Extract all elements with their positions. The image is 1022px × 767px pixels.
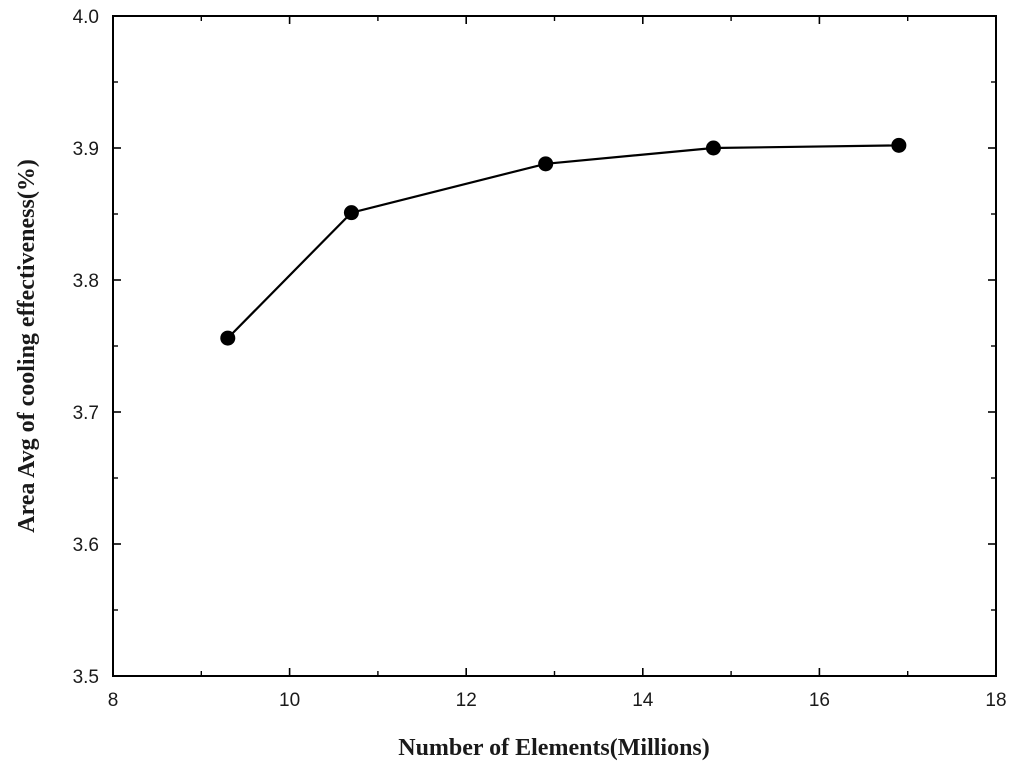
data-point	[343, 205, 359, 221]
y-tick-label: 3.6	[73, 535, 99, 556]
x-tick-label: 12	[456, 690, 477, 711]
y-axis-ticks: 3.5 3.6 3.7 3.8 3.9 4.0	[73, 7, 996, 688]
y-tick-label: 3.7	[73, 403, 99, 424]
plot-frame	[112, 15, 997, 677]
x-axis-ticks: 8 10 12 14 16 18	[108, 16, 1007, 711]
y-tick-label: 3.5	[73, 667, 99, 688]
y-tick-label: 4.0	[73, 7, 99, 28]
x-tick-label: 14	[632, 690, 654, 711]
y-tick-label: 3.8	[73, 271, 99, 292]
x-tick-label: 16	[809, 690, 830, 711]
series-layer	[220, 137, 907, 346]
x-tick-label: 10	[279, 690, 300, 711]
x-tick-label: 8	[108, 690, 119, 711]
y-tick-label: 3.9	[73, 139, 99, 160]
x-axis-title: Number of Elements(Millions)	[398, 735, 710, 761]
data-point	[705, 140, 721, 156]
series-line	[227, 144, 899, 339]
data-point	[538, 156, 554, 172]
y-axis-title: Area Avg of cooling effectiveness(%)	[14, 159, 40, 533]
data-point	[891, 137, 907, 153]
x-tick-label: 18	[985, 690, 1006, 711]
data-point	[220, 330, 236, 346]
